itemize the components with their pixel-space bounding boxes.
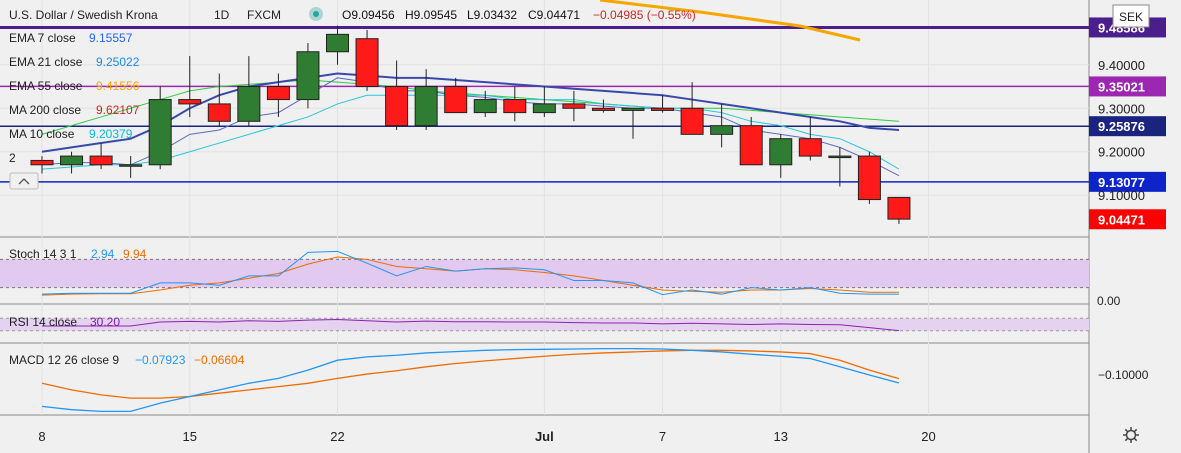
candle-body[interactable] [532, 103, 556, 114]
ma200-label[interactable]: MA 200 close [9, 103, 81, 117]
macd-line[interactable] [41, 347, 900, 413]
time-axis-tick: 22 [330, 429, 344, 444]
price-level-tag [1089, 116, 1166, 137]
ma10-value: 9.20379 [89, 127, 133, 141]
candle-body[interactable] [591, 107, 615, 111]
time-axis-tick: 15 [183, 429, 197, 444]
stoch-d-value: 9.94 [123, 247, 147, 261]
candle-body[interactable] [739, 125, 763, 166]
macd-signal-line[interactable] [41, 349, 900, 399]
candle-body[interactable] [414, 86, 438, 127]
stoch-k-line[interactable] [41, 250, 899, 296]
ema7-value: 9.15557 [89, 31, 133, 45]
candle-body[interactable] [266, 86, 290, 101]
currency-label: SEK [1119, 10, 1143, 24]
rsi-value: 30.20 [90, 315, 120, 329]
ohlc-low: L9.03432 [467, 8, 517, 22]
exchange-label: FXCM [247, 8, 281, 22]
price-level-tag [1089, 171, 1166, 192]
ema55-line[interactable] [41, 79, 899, 135]
time-axis-tick: 7 [659, 429, 666, 444]
candle-body[interactable] [857, 155, 881, 201]
candle-body[interactable] [444, 86, 468, 114]
ema7-label[interactable]: EMA 7 close [9, 31, 76, 45]
stoch-label[interactable]: Stoch 14 3 1 [9, 247, 77, 261]
candle-body[interactable] [60, 155, 84, 166]
candle-body[interactable] [326, 33, 349, 53]
ma200-line[interactable] [599, 0, 861, 42]
price-level-label: 9.25876 [1098, 119, 1145, 134]
candle-body[interactable] [828, 155, 852, 159]
candle-body[interactable] [562, 103, 586, 109]
candle-body[interactable] [296, 51, 320, 101]
ohlc-change: −0.04985 (−0.55%) [593, 8, 696, 22]
candle-body[interactable] [798, 138, 822, 157]
collapse-legend-button[interactable] [9, 172, 39, 190]
candle-body[interactable] [651, 107, 675, 111]
candle-body[interactable] [385, 86, 409, 127]
time-axis-tick: Jul [535, 429, 554, 444]
time-axis-tick: 8 [38, 429, 45, 444]
symbol-title: U.S. Dollar / Swedish Krona [9, 8, 158, 22]
currency-badge[interactable] [1112, 4, 1150, 28]
candle-body[interactable] [148, 99, 172, 166]
candle-body[interactable] [207, 103, 231, 122]
ma10-line[interactable] [41, 94, 900, 170]
time-axis-tick: 13 [774, 429, 788, 444]
ema21-value: 9.25022 [96, 55, 140, 69]
stoch-axis-label: 0.00 [1097, 294, 1121, 308]
hidden-indicators-count[interactable]: 2 [9, 151, 16, 165]
market-status-dot [313, 11, 319, 17]
time-axis-tick: 20 [921, 429, 935, 444]
interval-label[interactable]: 1D [214, 8, 230, 22]
chevron-up-icon [18, 178, 30, 185]
price-axis-tick: 9.10000 [1098, 188, 1145, 203]
price-level-tag [1089, 76, 1166, 97]
candle-body[interactable] [680, 107, 704, 135]
ema21-line[interactable] [41, 72, 900, 153]
ma200-value: 9.62107 [96, 103, 140, 117]
price-level-label: 9.04471 [1098, 212, 1145, 227]
settings-icon[interactable] [1123, 427, 1139, 443]
rsi-label[interactable]: RSI 14 close [9, 315, 77, 329]
candle-body[interactable] [473, 99, 497, 114]
stoch-k-value: 2.94 [91, 247, 115, 261]
candle-body[interactable] [769, 138, 793, 166]
price-axis-tick: 9.30000 [1098, 101, 1145, 116]
ohlc-open: O9.09456 [342, 8, 395, 22]
macd-value: −0.07923 [135, 353, 186, 367]
candle-body[interactable] [503, 99, 527, 114]
price-level-label: 9.13077 [1098, 175, 1145, 190]
candle-body[interactable] [178, 99, 202, 105]
price-level-tag [1089, 209, 1166, 230]
macd-axis-label: −0.10000 [1098, 368, 1149, 382]
ohlc-high: H9.09545 [405, 8, 457, 22]
macd-label[interactable]: MACD 12 26 close 9 [9, 353, 119, 367]
candle-body[interactable] [89, 155, 113, 166]
candle-body[interactable] [710, 125, 734, 135]
candle-body[interactable] [237, 86, 261, 122]
rsi-band [0, 318, 1089, 331]
ema55-value: 9.41556 [96, 79, 140, 93]
ema55-label[interactable]: EMA 55 close [9, 79, 83, 93]
price-axis-tick: 9.20000 [1098, 145, 1145, 160]
ohlc-close: C9.04471 [528, 8, 580, 22]
candle-body[interactable] [355, 38, 379, 88]
rsi-line[interactable] [42, 319, 900, 332]
candle-body[interactable] [621, 107, 645, 111]
ma10-label[interactable]: MA 10 close [9, 127, 75, 141]
ema21-label[interactable]: EMA 21 close [9, 55, 83, 69]
candle-body[interactable] [887, 196, 911, 220]
price-axis-tick: 9.40000 [1098, 58, 1145, 73]
candle-body[interactable] [30, 159, 54, 166]
macd-signal-value: −0.06604 [194, 353, 245, 367]
price-level-label: 9.35021 [1098, 79, 1145, 94]
candle-body[interactable] [119, 164, 143, 167]
